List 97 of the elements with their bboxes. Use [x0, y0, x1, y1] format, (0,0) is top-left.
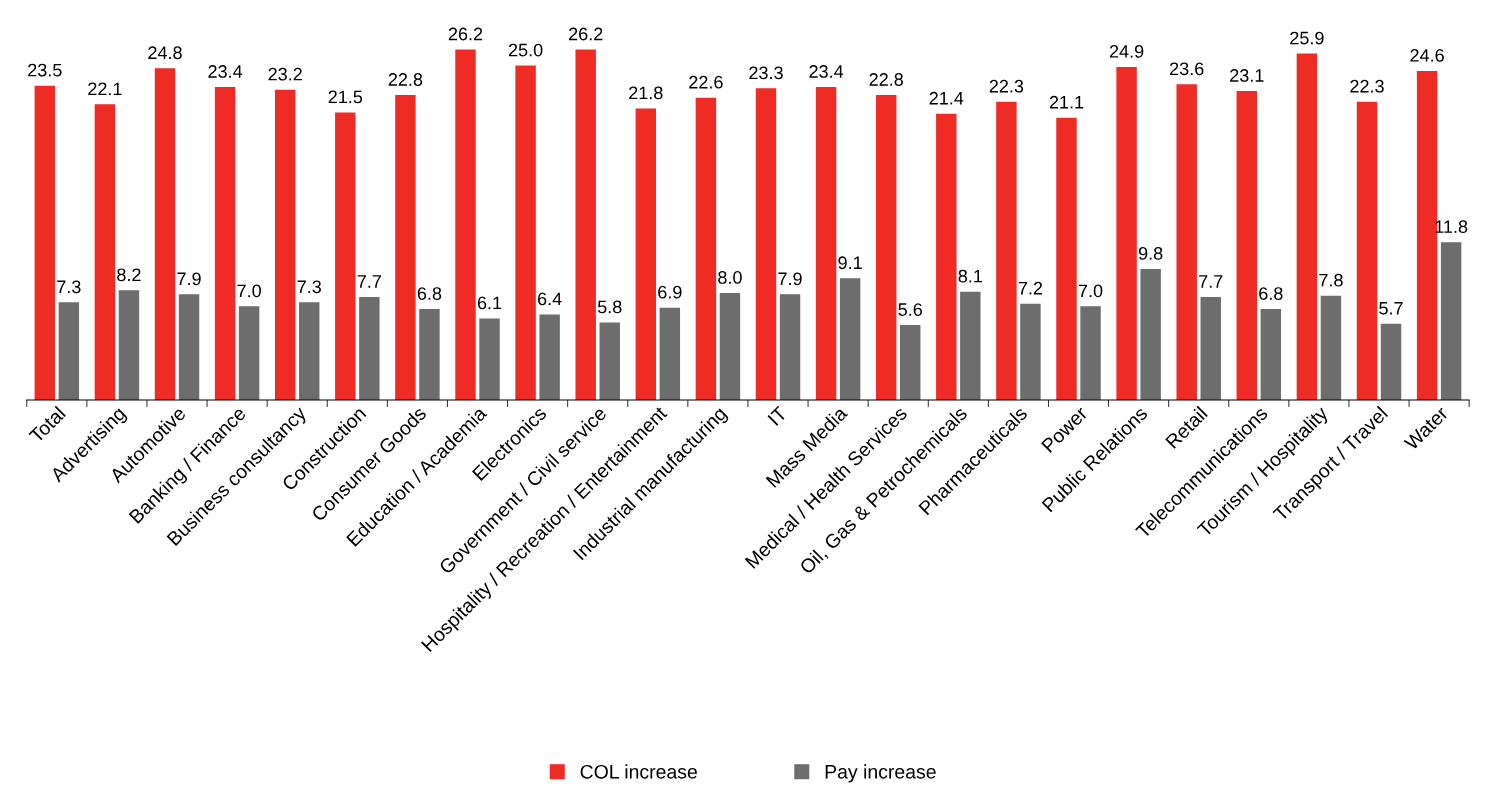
data-label: 6.8 — [1259, 287, 1283, 300]
bar — [395, 95, 416, 400]
data-label: 23.4 — [809, 65, 844, 78]
bar — [1380, 323, 1402, 400]
bar — [960, 291, 981, 400]
bar — [94, 104, 116, 400]
data-label: 6.4 — [538, 292, 562, 306]
bar — [1260, 309, 1282, 400]
data-label: 7.9 — [778, 272, 802, 286]
data-label: 26.2 — [448, 27, 483, 41]
data-label: 7.0 — [1078, 284, 1103, 298]
data-label: 23.6 — [1170, 62, 1204, 76]
bar — [1440, 242, 1462, 400]
data-label: 21.8 — [629, 86, 663, 100]
bar — [419, 309, 440, 400]
bar — [936, 113, 957, 400]
legend-label: COL increase — [580, 764, 697, 779]
data-label: 22.3 — [1350, 79, 1384, 93]
data-label: 9.8 — [1138, 247, 1163, 260]
data-label: 21.5 — [328, 90, 363, 104]
bar — [1236, 90, 1257, 400]
bar — [900, 325, 921, 400]
data-label: 5.6 — [898, 303, 922, 316]
bar — [118, 290, 140, 400]
legend-label: Pay increase — [825, 764, 936, 783]
bar — [695, 97, 717, 400]
bar — [659, 307, 681, 400]
data-label: 6.1 — [477, 296, 502, 310]
data-label: 7.3 — [297, 280, 321, 294]
bar — [575, 49, 596, 400]
bar — [515, 65, 536, 400]
bar — [539, 314, 560, 400]
data-label: 7.2 — [1018, 281, 1043, 295]
data-label: 21.4 — [929, 91, 964, 105]
data-label: 8.0 — [718, 271, 742, 284]
bar — [154, 68, 176, 400]
data-label: 5.7 — [1379, 302, 1403, 315]
data-label: 21.1 — [1049, 95, 1084, 109]
bar — [1116, 66, 1137, 400]
data-label: 7.0 — [237, 284, 261, 298]
bar — [359, 297, 380, 400]
data-label: 8.1 — [958, 269, 982, 283]
bar — [34, 85, 56, 400]
bar — [779, 294, 801, 400]
data-label: 24.9 — [1109, 45, 1144, 58]
data-label: 7.7 — [1199, 275, 1223, 288]
bar — [1056, 117, 1077, 400]
data-label: 26.2 — [569, 27, 603, 41]
bar — [1140, 268, 1161, 400]
data-label: 23.4 — [208, 65, 243, 78]
bar — [335, 112, 356, 400]
bar — [755, 88, 777, 400]
data-label: 23.5 — [28, 63, 62, 77]
bar — [178, 294, 200, 400]
bar — [599, 322, 620, 400]
bar — [455, 49, 476, 400]
data-label: 22.8 — [869, 73, 903, 86]
bar — [1200, 297, 1221, 400]
data-label: 22.3 — [989, 79, 1024, 93]
data-label: 7.3 — [57, 280, 81, 294]
data-label: 25.0 — [508, 43, 543, 57]
data-label: 9.1 — [838, 256, 862, 270]
bar — [1080, 306, 1101, 400]
data-label: 24.6 — [1410, 49, 1444, 62]
bar — [996, 101, 1017, 400]
bar — [479, 318, 500, 400]
data-label: 5.8 — [597, 300, 622, 314]
bar — [635, 108, 657, 400]
bar — [58, 302, 80, 400]
bar — [1320, 295, 1342, 400]
data-label: 8.2 — [117, 268, 141, 282]
data-label: 23.1 — [1230, 69, 1264, 82]
data-label: 23.3 — [749, 66, 783, 80]
data-label: 24.8 — [148, 46, 182, 60]
bar — [274, 89, 296, 400]
data-label: 7.9 — [177, 272, 201, 286]
x-tick-label: IT — [767, 405, 788, 426]
bar — [839, 278, 861, 400]
bar — [815, 86, 837, 400]
data-label: 6.9 — [658, 285, 682, 299]
bar — [214, 86, 236, 400]
data-label: 7.7 — [357, 275, 381, 288]
data-label: 7.8 — [1319, 273, 1343, 287]
data-label: 22.1 — [88, 82, 122, 96]
data-label: 6.8 — [417, 287, 442, 300]
bar — [1356, 101, 1378, 400]
bar — [299, 302, 320, 400]
data-label: 22.6 — [689, 75, 723, 89]
bar — [1296, 53, 1318, 400]
data-label: 25.9 — [1290, 31, 1324, 45]
bar — [238, 306, 260, 400]
bar — [875, 95, 897, 400]
bar — [719, 292, 741, 400]
bar — [1020, 303, 1041, 400]
bar — [1176, 84, 1197, 400]
data-label: 23.2 — [268, 67, 302, 81]
data-label: 22.8 — [388, 73, 423, 86]
